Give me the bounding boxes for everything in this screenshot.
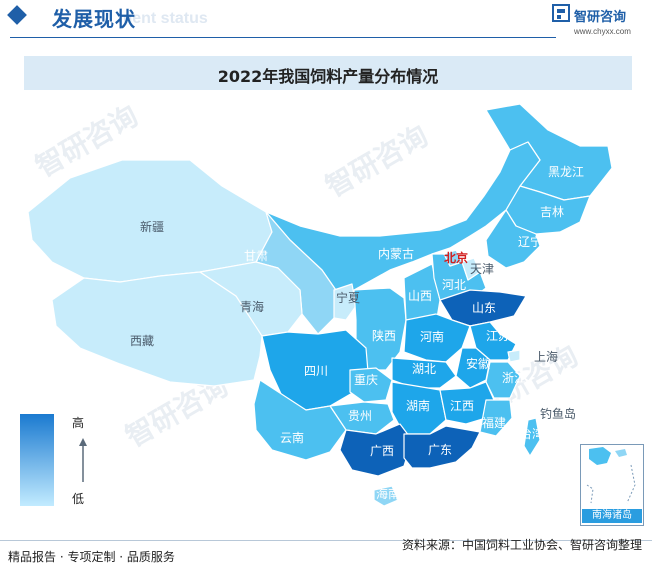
province-label: 北京 — [444, 250, 468, 265]
island-label: 钓鱼岛 — [540, 406, 576, 421]
province-label: 海南 — [376, 486, 400, 501]
brand-name: 智研咨询 — [574, 10, 627, 25]
province-label: 安徽 — [466, 356, 490, 371]
inset-label: 南海诸岛 — [582, 509, 642, 523]
section-title-en: ment status — [118, 10, 208, 27]
footer-slogan: 精品报告 · 专项定制 · 品质服务 — [8, 550, 175, 564]
province-label: 江苏 — [486, 329, 510, 343]
arrow-up-icon — [79, 438, 87, 482]
section-title: 发展现状 — [52, 7, 136, 31]
inset-map — [586, 447, 636, 504]
province-e5ae81e5a48f — [333, 283, 357, 321]
province-label: 陕西 — [372, 328, 396, 343]
brand-logo-icon — [552, 4, 570, 22]
province-e5a4a9e6b4a5 — [461, 257, 481, 281]
province-e8bebde5ae81 — [485, 209, 541, 269]
province-label: 广东 — [428, 443, 452, 457]
province-e7a68fe5bbba — [479, 399, 513, 437]
footer-divider — [0, 540, 652, 541]
legend-low-label: 低 — [72, 492, 85, 506]
province-label: 西藏 — [130, 334, 154, 348]
data-source: 资料来源：中国饲料工业协会、智研咨询整理 — [401, 538, 642, 552]
province-label: 甘肃 — [244, 249, 268, 263]
province-e6b5b7e58d97 — [373, 485, 399, 507]
province-label: 江西 — [450, 399, 474, 413]
province-label: 山西 — [408, 289, 432, 303]
province-label: 湖北 — [412, 361, 436, 376]
province-e5b9bfe4b89c — [403, 425, 481, 469]
province-label: 浙江 — [502, 371, 526, 385]
province-label: 上海 — [534, 349, 558, 364]
province-label: 新疆 — [140, 219, 164, 234]
province-e8a5bfe8978f — [51, 271, 263, 387]
map-title: 2022年我国饲料产量分布情况 — [217, 67, 439, 86]
province-label: 青海 — [240, 299, 264, 314]
province-e5b9bfe8a5bf — [339, 423, 413, 477]
south-china-sea-inset: 南海诸岛 — [580, 444, 644, 526]
title-band: 2022年我国饲料产量分布情况 — [24, 56, 632, 90]
legend-high-label: 高 — [72, 416, 85, 430]
province-label: 宁夏 — [336, 290, 360, 305]
province-label: 重庆 — [354, 373, 378, 387]
province-e9878de5ba86 — [349, 367, 393, 403]
province-e4b88ae6b5b7 — [507, 349, 521, 363]
province-label: 山东 — [472, 301, 496, 315]
province-label: 台湾 — [520, 426, 544, 441]
brand-url: www.chyxx.com — [574, 27, 631, 36]
province-label: 吉林 — [540, 205, 564, 219]
province-label: 河南 — [420, 329, 444, 344]
province-e99d92e6b5b7 — [199, 261, 303, 337]
province-label: 福建 — [482, 415, 506, 430]
province-e4ba91e58d97 — [253, 379, 347, 461]
header-divider — [10, 37, 556, 38]
province-label: 云南 — [280, 430, 304, 445]
province-label: 辽宁 — [518, 234, 542, 249]
province-label: 广西 — [370, 444, 394, 458]
province-label: 湖南 — [406, 398, 430, 413]
header: ment status 发展现状 智研咨询 www.chyxx.com — [0, 0, 652, 40]
province-label: 河北 — [442, 278, 466, 292]
province-e58685e89299e58fa4 — [265, 141, 541, 297]
province-e58fb0e6b9be — [523, 417, 541, 457]
legend: 高 低 — [20, 410, 100, 506]
legend-gradient-bar — [20, 414, 54, 506]
province-label: 四川 — [304, 364, 328, 378]
province-label: 内蒙古 — [378, 246, 414, 261]
section-diamond-icon — [7, 5, 27, 25]
province-label: 天津 — [470, 262, 494, 276]
province-label: 贵州 — [348, 409, 372, 423]
province-label: 黑龙江 — [548, 165, 584, 179]
brand: 智研咨询 www.chyxx.com — [552, 4, 642, 38]
